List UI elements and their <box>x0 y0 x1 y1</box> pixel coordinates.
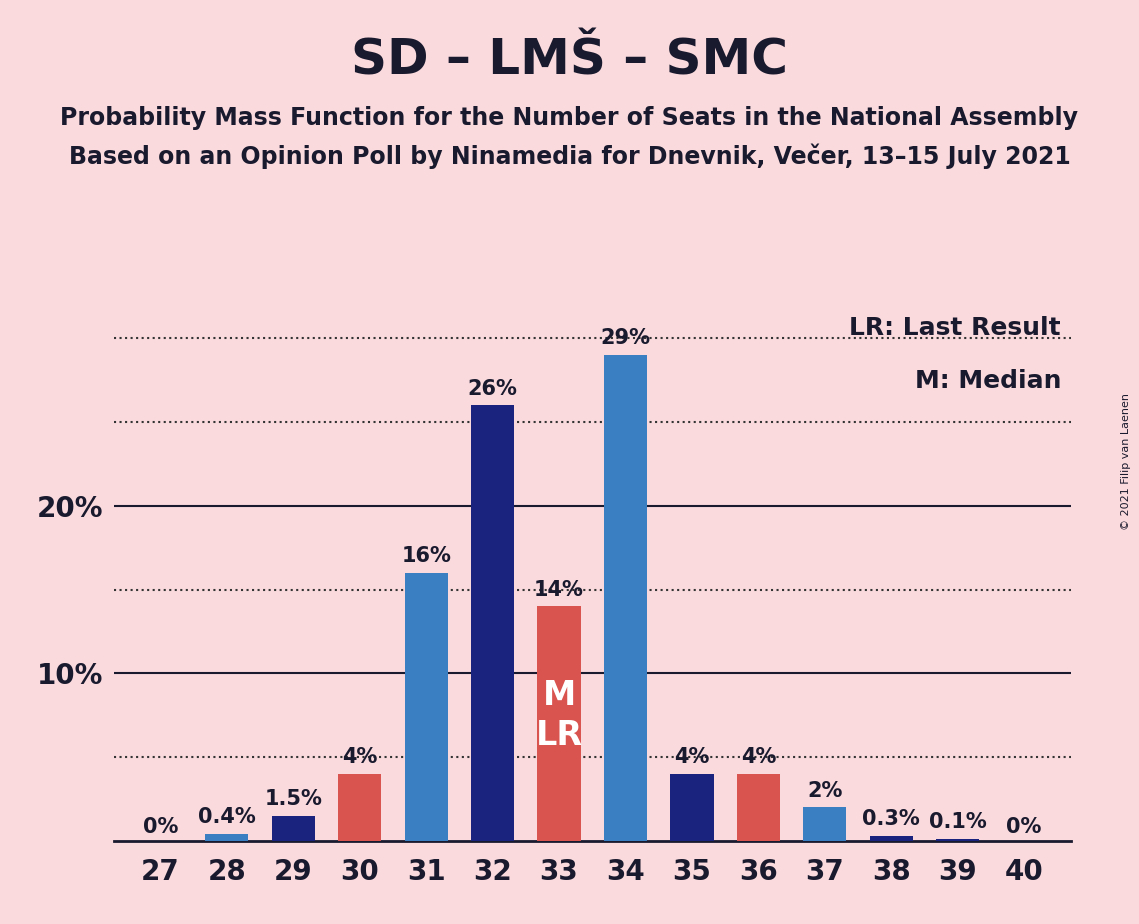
Text: Probability Mass Function for the Number of Seats in the National Assembly: Probability Mass Function for the Number… <box>60 106 1079 130</box>
Bar <box>671 774 713 841</box>
Bar <box>538 606 581 841</box>
Bar <box>338 774 382 841</box>
Text: 0.3%: 0.3% <box>862 809 920 829</box>
Text: M: M <box>542 679 575 712</box>
Text: 4%: 4% <box>674 748 710 767</box>
Text: 4%: 4% <box>740 748 776 767</box>
Bar <box>870 836 912 841</box>
Text: 26%: 26% <box>468 379 517 399</box>
Bar <box>272 816 314 841</box>
Text: 0%: 0% <box>1007 818 1042 837</box>
Bar <box>205 834 248 841</box>
Text: M: Median: M: Median <box>915 370 1062 394</box>
Text: 2%: 2% <box>808 781 843 800</box>
Bar <box>404 573 448 841</box>
Text: 0%: 0% <box>142 818 178 837</box>
Bar <box>604 355 647 841</box>
Text: Based on an Opinion Poll by Ninamedia for Dnevnik, Večer, 13–15 July 2021: Based on an Opinion Poll by Ninamedia fo… <box>68 143 1071 169</box>
Text: 16%: 16% <box>401 546 451 566</box>
Bar <box>936 839 980 841</box>
Bar <box>472 406 514 841</box>
Bar <box>803 808 846 841</box>
Bar <box>737 774 780 841</box>
Text: LR: Last Result: LR: Last Result <box>850 316 1062 340</box>
Text: 1.5%: 1.5% <box>264 789 322 809</box>
Text: © 2021 Filip van Laenen: © 2021 Filip van Laenen <box>1121 394 1131 530</box>
Text: 29%: 29% <box>600 328 650 348</box>
Text: 0.4%: 0.4% <box>198 808 256 828</box>
Text: 4%: 4% <box>342 748 377 767</box>
Text: SD – LMŠ – SMC: SD – LMŠ – SMC <box>351 37 788 85</box>
Text: LR: LR <box>535 719 583 752</box>
Text: 0.1%: 0.1% <box>928 812 986 833</box>
Text: 14%: 14% <box>534 579 584 600</box>
